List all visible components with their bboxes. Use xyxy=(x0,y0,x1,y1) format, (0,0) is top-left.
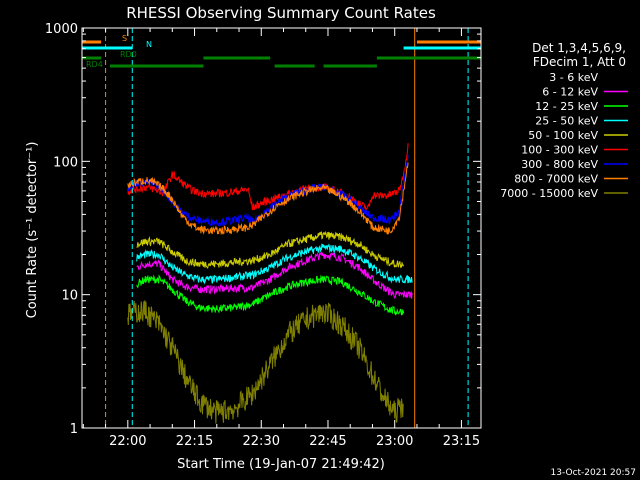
legend-entry-label: 800 - 7000 keV xyxy=(514,173,598,186)
legend: Det 1,3,4,5,6,9, FDecim 1, Att 0 3 - 6 k… xyxy=(500,41,628,200)
x-tick-label: 23:00 xyxy=(376,434,413,449)
x-tick-label: 22:15 xyxy=(176,434,213,449)
legend-entry-label: 12 - 25 keV xyxy=(535,100,598,113)
status-bar-label: RD0 xyxy=(120,50,137,59)
series-group xyxy=(127,143,413,424)
status-bar-label: N xyxy=(146,40,152,49)
x-axis-label: Start Time (19-Jan-07 21:49:42) xyxy=(177,457,385,472)
chart-title: RHESSI Observing Summary Count Rates xyxy=(126,4,436,22)
y-axis-label: Count Rate (s⁻¹ detector⁻¹) xyxy=(25,142,40,319)
y-tick-label: 1 xyxy=(70,422,78,437)
date-stamp: 13-Oct-2021 20:57 xyxy=(551,468,636,478)
series-line xyxy=(127,154,409,228)
series-line xyxy=(136,250,413,299)
plot-frame xyxy=(81,27,482,429)
series-line xyxy=(127,300,404,424)
x-tick-label: 22:30 xyxy=(243,434,280,449)
status-bar-label: RD4 xyxy=(86,60,103,69)
y-tick-label: 100 xyxy=(53,155,78,170)
x-tick-label: 22:45 xyxy=(309,434,346,449)
series-line xyxy=(127,143,409,212)
legend-entry-label: 3 - 6 keV xyxy=(549,71,598,84)
legend-entry-label: 25 - 50 keV xyxy=(535,115,598,128)
legend-entry-label: 7000 - 15000 keV xyxy=(500,187,598,200)
legend-header-line-2: FDecim 1, Att 0 xyxy=(533,55,626,69)
legend-header-line-1: Det 1,3,4,5,6,9, xyxy=(532,41,626,55)
series-line xyxy=(136,274,405,316)
y-tick-label: 10 xyxy=(61,289,78,304)
x-tick-label: 22:00 xyxy=(109,434,146,449)
series-line xyxy=(136,230,405,270)
legend-entry-label: 100 - 300 keV xyxy=(521,144,598,157)
series-line xyxy=(127,162,409,236)
x-tick-label: 23:15 xyxy=(443,434,480,449)
legend-entry-label: 6 - 12 keV xyxy=(542,86,598,99)
series-line xyxy=(136,243,413,285)
status-bar-label: S xyxy=(122,34,127,43)
y-tick-label: 1000 xyxy=(45,22,78,37)
legend-entry-label: 50 - 100 keV xyxy=(528,129,598,142)
series-line xyxy=(136,265,405,386)
legend-entry-label: 300 - 800 keV xyxy=(521,158,598,171)
